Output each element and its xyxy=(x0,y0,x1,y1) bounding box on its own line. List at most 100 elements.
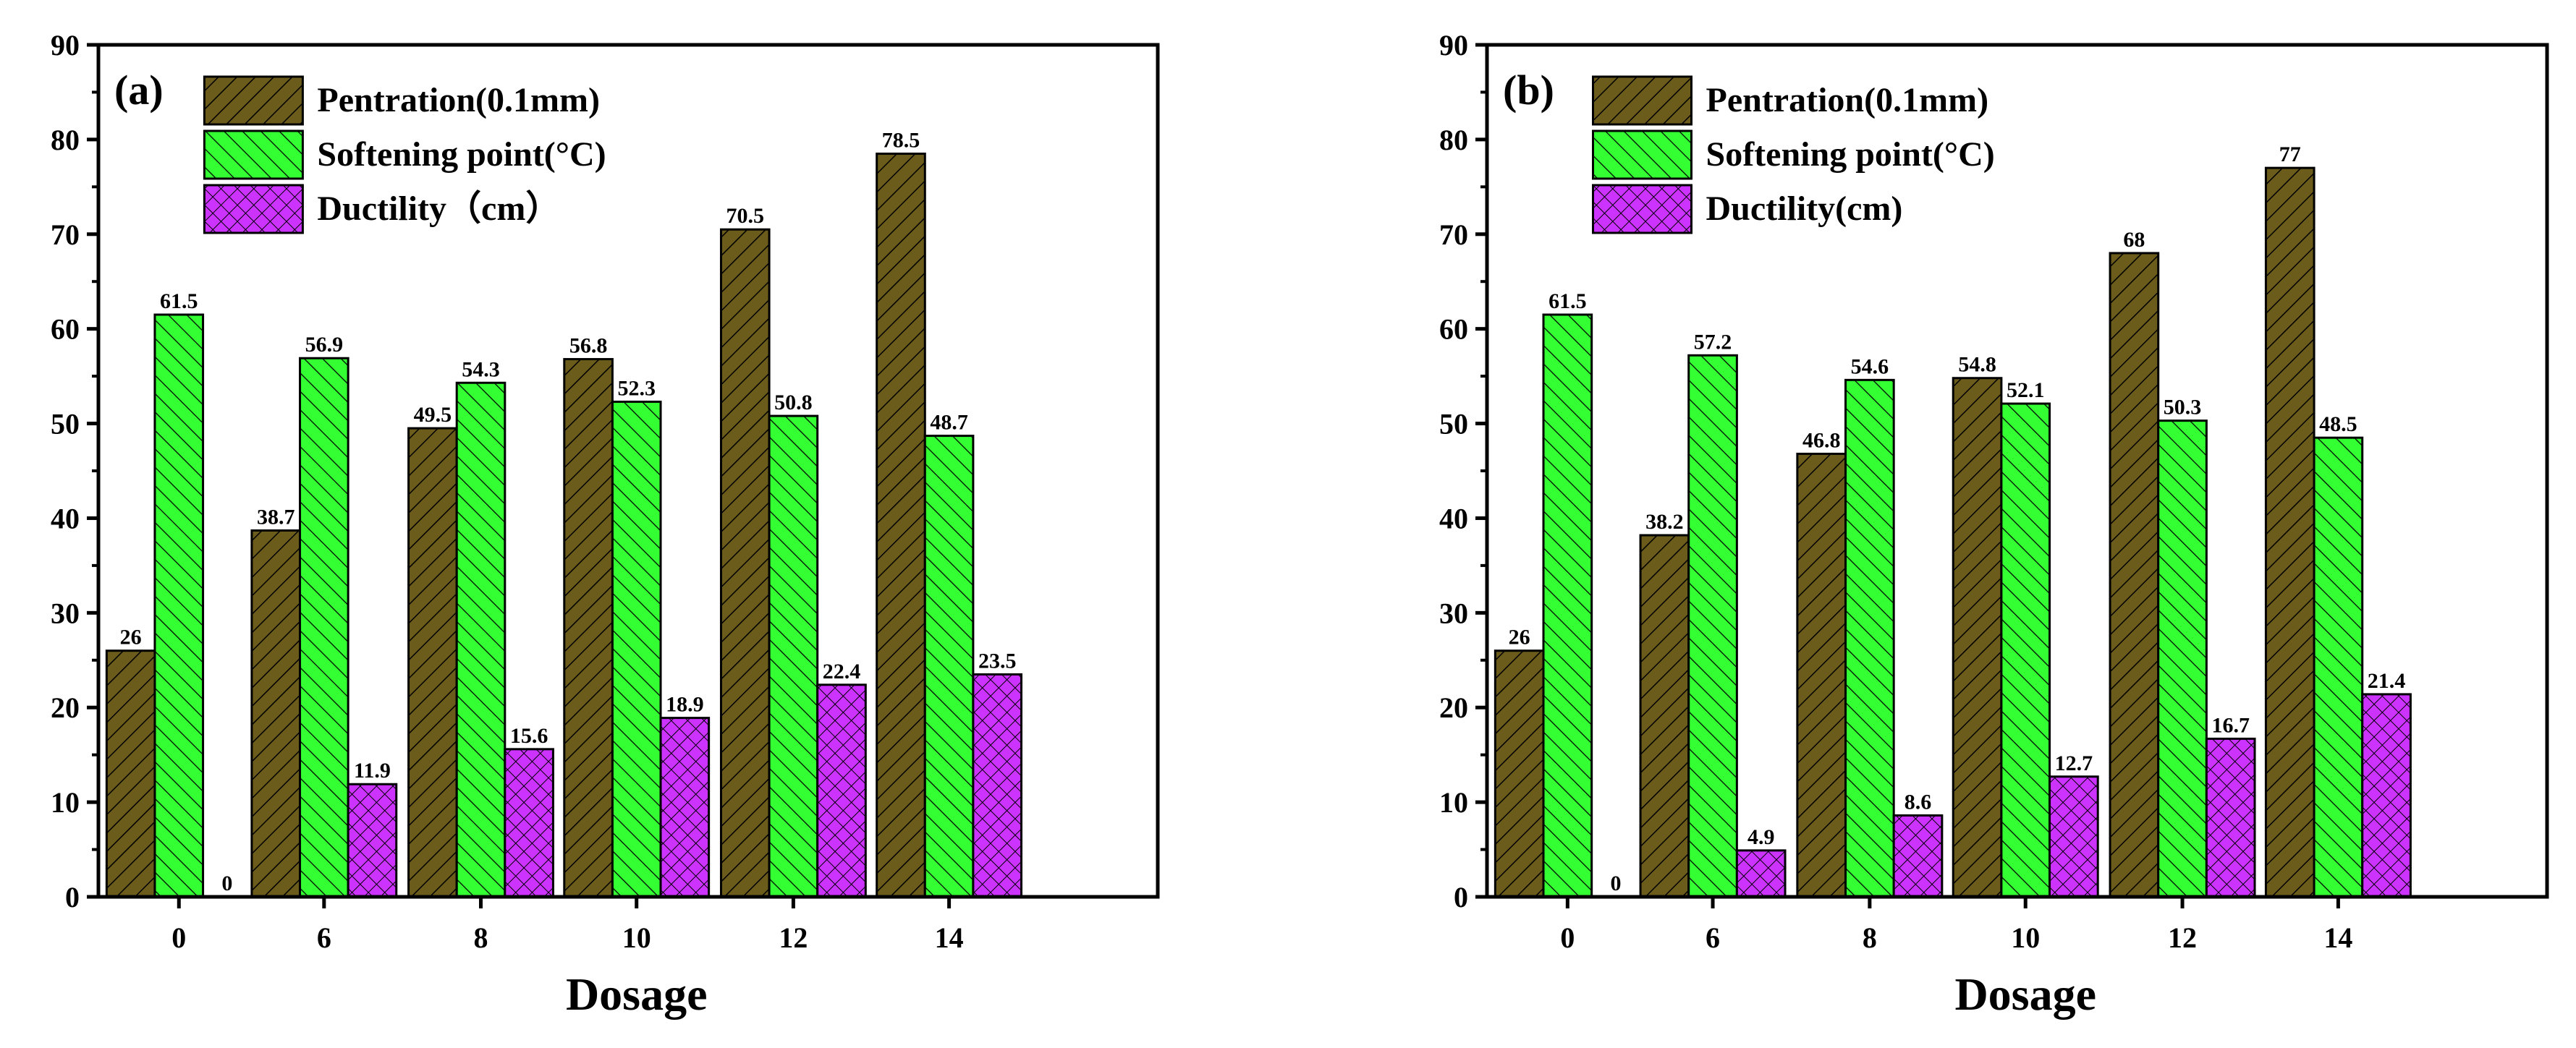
y-tick-label: 20 xyxy=(1439,691,1468,724)
data-label-ductility-12: 16.7 xyxy=(2211,713,2250,737)
bar-pattern-penetration-10 xyxy=(563,358,614,898)
data-label-penetration-12: 70.5 xyxy=(726,204,765,228)
y-tick-label: 70 xyxy=(1439,218,1468,251)
data-label-penetration-10: 56.8 xyxy=(569,334,608,358)
data-label-penetration-10: 54.8 xyxy=(1958,353,1996,377)
x-tick-label: 0 xyxy=(1560,921,1575,954)
data-label-penetration-8: 46.8 xyxy=(1802,428,1841,452)
bar-pattern-ductility-8 xyxy=(504,748,554,898)
data-label-ductility-0: 0 xyxy=(221,872,232,895)
data-label-ductility-12: 22.4 xyxy=(823,660,861,683)
y-tick-label: 60 xyxy=(1439,313,1468,346)
bar-pattern-penetration-6 xyxy=(1639,534,1690,898)
data-label-softening-point-0: 61.5 xyxy=(160,289,198,313)
y-tick-label: 40 xyxy=(1439,502,1468,534)
bar-pattern-ductility-10 xyxy=(659,717,711,898)
y-tick-label: 0 xyxy=(1454,881,1468,913)
legend-label-penetration: Pentration(0.1mm) xyxy=(1706,81,1989,119)
data-label-ductility-8: 15.6 xyxy=(510,724,548,748)
bar-pattern-softening-point-10 xyxy=(2000,402,2051,898)
data-label-softening-point-0: 61.5 xyxy=(1548,289,1587,313)
data-label-penetration-12: 68 xyxy=(2123,228,2145,252)
legend-label-softening-point: Softening point(°C) xyxy=(317,135,606,174)
x-tick-label: 12 xyxy=(779,921,808,954)
y-tick-label: 80 xyxy=(51,124,80,156)
x-tick-label: 12 xyxy=(2168,921,2197,954)
y-tick-label: 20 xyxy=(51,691,80,724)
legend-label-ductility: Ductility（cm） xyxy=(317,189,560,228)
bar-labels-group: 26 61.5 0 38.7 56.9 11.9 49.5 54.3 15.6 56.8 52.3 1… xyxy=(120,129,1017,895)
legend: Pentration(0.1mm) Softening point(°C) Duct… xyxy=(1592,75,1995,234)
y-tick-label: 30 xyxy=(51,597,80,629)
y-tick-label: 10 xyxy=(1439,786,1468,819)
data-label-penetration-0: 26 xyxy=(1509,626,1530,649)
bar-pattern-penetration-14 xyxy=(2264,166,2316,898)
bar-pattern-softening-point-12 xyxy=(768,414,819,898)
bars-group xyxy=(1494,166,2412,898)
y-tick-label: 50 xyxy=(51,408,80,440)
bars-group xyxy=(105,153,1023,898)
x-tick-label: 10 xyxy=(622,921,651,954)
bar-pattern-penetration-10 xyxy=(1952,377,2003,898)
y-tick-label: 90 xyxy=(1439,29,1468,61)
bar-pattern-ductility-6 xyxy=(1735,849,1787,898)
data-label-penetration-0: 26 xyxy=(120,626,142,649)
bar-pattern-penetration-12 xyxy=(2109,252,2160,898)
y-tick-label: 50 xyxy=(1439,408,1468,440)
data-label-penetration-14: 77 xyxy=(2279,142,2301,166)
bar-pattern-ductility-12 xyxy=(2205,737,2256,898)
chart-panel-a: 26 61.5 0 38.7 56.9 11.9 49.5 54.3 15.6 56.8 52.3 1… xyxy=(51,29,1160,1020)
y-tick-label: 10 xyxy=(51,786,80,819)
bar-pattern-ductility-8 xyxy=(1892,814,1944,898)
data-label-ductility-14: 21.4 xyxy=(2368,669,2406,693)
data-label-penetration-8: 49.5 xyxy=(414,403,452,427)
panel-label: (b) xyxy=(1503,67,1554,114)
data-label-ductility-6: 4.9 xyxy=(1747,825,1775,849)
data-label-ductility-10: 18.9 xyxy=(666,693,704,717)
y-tick-label: 60 xyxy=(51,313,80,346)
bar-pattern-penetration-6 xyxy=(250,529,302,898)
x-axis: 0 6 8 10 12 14 xyxy=(1560,897,2352,954)
chart-panel-b: 26 61.5 0 38.2 57.2 4.9 46.8 54.6 8.6 54.8 52.1 12.… xyxy=(1439,29,2549,1020)
bar-pattern-penetration-12 xyxy=(719,228,771,898)
bar-pattern-softening-point-12 xyxy=(2157,419,2208,898)
bar-pattern-softening-point-14 xyxy=(2313,436,2364,898)
bar-pattern-softening-point-10 xyxy=(611,400,662,898)
x-tick-label: 6 xyxy=(317,921,331,954)
y-tick-label: 0 xyxy=(65,881,80,913)
legend-swatch-pattern-ductility xyxy=(1592,184,1692,234)
legend-label-ductility: Ductility(cm) xyxy=(1706,189,1903,228)
x-tick-label: 8 xyxy=(474,921,488,954)
bar-pattern-softening-point-0 xyxy=(1542,313,1593,898)
bar-pattern-softening-point-6 xyxy=(299,357,349,898)
data-label-softening-point-8: 54.6 xyxy=(1851,354,1889,378)
panel-label: (a) xyxy=(114,67,164,114)
legend-swatch-pattern-softening-point xyxy=(203,129,304,180)
legend-swatch-pattern-penetration xyxy=(1592,75,1692,126)
y-axis: 0 10 20 30 40 50 60 70 80 90 xyxy=(1439,29,1487,913)
data-label-softening-point-8: 54.3 xyxy=(462,357,500,381)
bar-pattern-softening-point-8 xyxy=(455,381,507,898)
data-label-softening-point-10: 52.1 xyxy=(2007,378,2045,402)
data-label-softening-point-6: 57.2 xyxy=(1694,330,1732,354)
x-tick-label: 6 xyxy=(1706,921,1720,954)
x-axis-title: Dosage xyxy=(1954,968,2096,1020)
legend-swatch-pattern-ductility xyxy=(203,184,304,234)
y-tick-label: 80 xyxy=(1439,124,1468,156)
data-label-ductility-8: 8.6 xyxy=(1905,790,1932,814)
bar-pattern-penetration-8 xyxy=(1796,452,1847,898)
data-label-penetration-14: 78.5 xyxy=(882,129,920,153)
x-tick-label: 0 xyxy=(171,921,186,954)
bar-pattern-ductility-6 xyxy=(347,783,398,898)
bar-pattern-ductility-14 xyxy=(2361,693,2412,898)
legend-label-penetration: Pentration(0.1mm) xyxy=(317,81,600,119)
data-label-ductility-14: 23.5 xyxy=(978,649,1017,673)
data-label-ductility-6: 11.9 xyxy=(354,759,391,783)
bar-pattern-penetration-14 xyxy=(876,153,926,898)
legend-swatch-pattern-softening-point xyxy=(1592,129,1692,180)
data-label-softening-point-14: 48.7 xyxy=(930,411,968,435)
data-label-softening-point-14: 48.5 xyxy=(2319,412,2357,436)
bar-pattern-softening-point-0 xyxy=(153,313,205,898)
x-axis-title: Dosage xyxy=(566,968,708,1020)
